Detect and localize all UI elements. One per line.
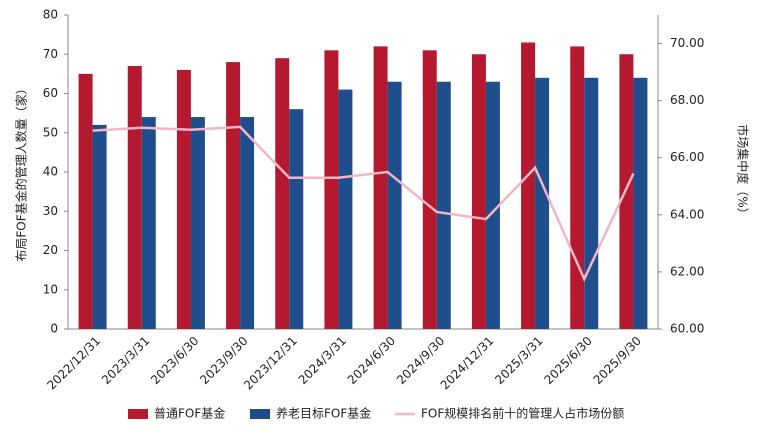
x-tick-label: 2023/6/30 — [148, 334, 201, 387]
x-tick-label: 2025/3/31 — [492, 334, 545, 387]
bar — [535, 77, 550, 329]
y-tick-label: 50 — [43, 125, 58, 139]
bar — [633, 77, 648, 329]
legend-label: FOF规模排名前十的管理人占市场份额 — [421, 406, 624, 421]
bar — [338, 89, 353, 329]
y2-tick-label: 60.00 — [670, 322, 704, 336]
legend-label: 养老目标FOF基金 — [276, 406, 371, 421]
y-tick-label: 20 — [43, 243, 58, 257]
bar — [422, 50, 437, 329]
bar — [373, 46, 388, 330]
bar — [127, 66, 142, 330]
y-tick-label: 0 — [50, 322, 58, 336]
legend-swatch — [250, 409, 270, 419]
bar — [92, 124, 107, 330]
y2-axis-title: 市场集中度（%） — [736, 124, 751, 219]
bar — [619, 54, 634, 329]
y-tick-label: 40 — [43, 165, 58, 179]
x-tick-label: 2023/3/31 — [99, 334, 152, 387]
y-tick-label: 30 — [43, 204, 58, 218]
bar — [324, 50, 339, 329]
line — [92, 125, 635, 283]
x-tick-label: 2023/12/31 — [241, 334, 300, 393]
legend-label: 普通FOF基金 — [154, 406, 225, 421]
y-tick-label: 80 — [43, 8, 58, 22]
bar — [584, 77, 599, 329]
bar — [436, 81, 451, 329]
x-tick-label: 2024/6/30 — [345, 334, 398, 387]
bar — [471, 54, 486, 329]
bar — [275, 58, 290, 330]
y2-tick-label: 62.00 — [670, 264, 704, 278]
y2-tick-label: 70.00 — [670, 36, 704, 50]
bar — [141, 117, 156, 329]
legend-swatch — [128, 409, 148, 419]
bar — [289, 109, 304, 329]
bar — [190, 117, 205, 329]
bar — [387, 81, 402, 329]
x-tick-label: 2024/9/30 — [394, 334, 447, 387]
bar — [78, 73, 93, 329]
y-tick-label: 10 — [43, 282, 58, 296]
y-tick-label: 60 — [43, 86, 58, 100]
bar — [521, 42, 536, 329]
bar — [226, 62, 241, 329]
x-tick-label: 2025/6/30 — [541, 334, 594, 387]
x-tick-label: 2025/9/30 — [591, 334, 644, 387]
bar — [570, 46, 585, 330]
bar — [240, 117, 255, 329]
y-tick-label: 70 — [43, 47, 58, 61]
y2-tick-label: 64.00 — [670, 207, 704, 221]
y2-tick-label: 66.00 — [670, 150, 704, 164]
x-tick-label: 2022/12/31 — [44, 334, 103, 393]
x-tick-label: 2024/3/31 — [296, 334, 349, 387]
x-tick-label: 2024/12/31 — [438, 334, 497, 393]
bar — [485, 81, 500, 329]
y-axis-title: 布局FOF基金的管理人数量（家） — [14, 82, 29, 261]
x-tick-label: 2023/9/30 — [197, 334, 250, 387]
bar — [176, 69, 191, 329]
y2-tick-label: 68.00 — [670, 93, 704, 107]
